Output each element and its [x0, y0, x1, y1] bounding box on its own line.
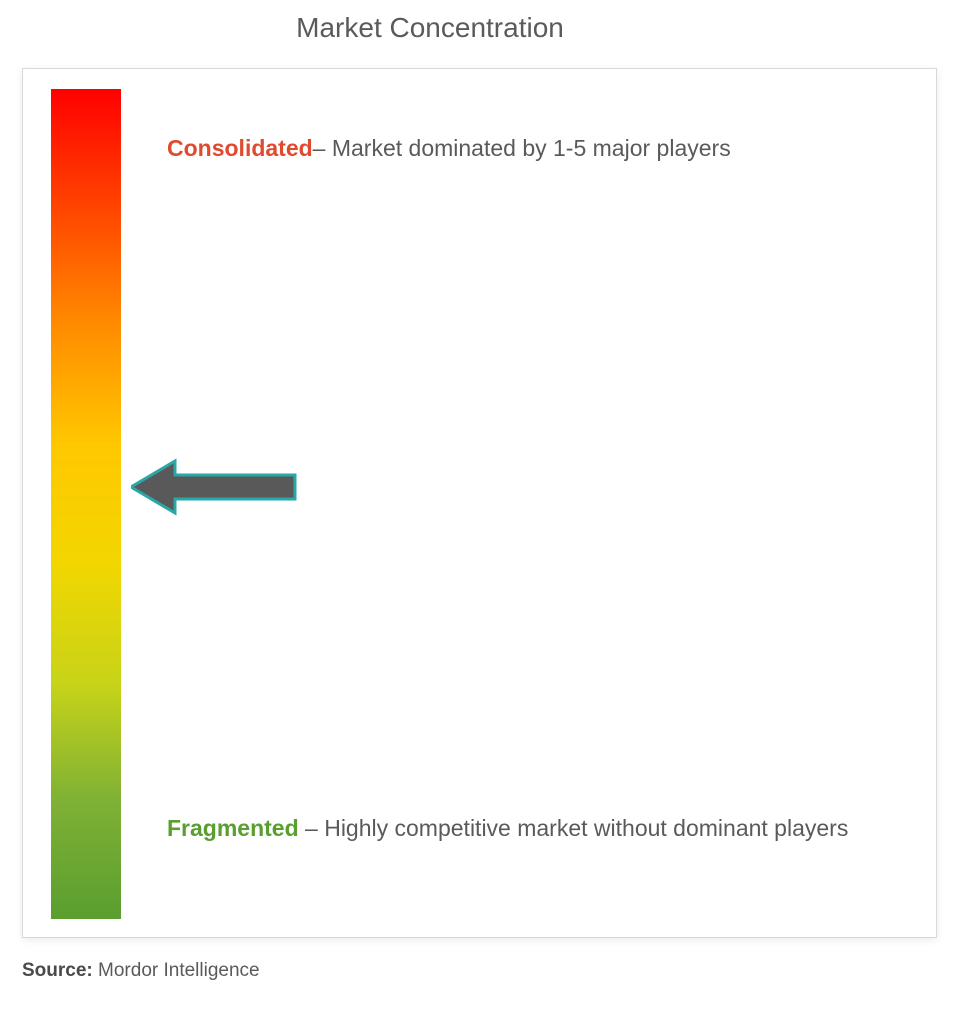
consolidated-highlight: Consolidated	[167, 135, 313, 161]
chart-title: Market Concentration	[180, 12, 680, 44]
source-prefix: Source:	[22, 960, 93, 981]
fragmented-description: – Highly competitive market without domi…	[299, 815, 849, 841]
arrow-icon	[131, 457, 299, 517]
indicator-arrow	[131, 457, 299, 517]
infographic-container: Market Concentration Consolidated– Marke…	[0, 0, 959, 1010]
fragmented-highlight: Fragmented	[167, 815, 299, 841]
consolidated-label-block: Consolidated– Market dominated by 1-5 ma…	[167, 121, 887, 176]
source-attribution: Source: Mordor Intelligence	[22, 960, 260, 982]
source-name: Mordor Intelligence	[93, 960, 260, 981]
content-card: Consolidated– Market dominated by 1-5 ma…	[22, 68, 937, 938]
consolidated-description: – Market dominated by 1-5 major players	[313, 135, 731, 161]
concentration-gradient-bar	[51, 89, 121, 919]
fragmented-label-block: Fragmented – Highly competitive market w…	[167, 801, 927, 856]
